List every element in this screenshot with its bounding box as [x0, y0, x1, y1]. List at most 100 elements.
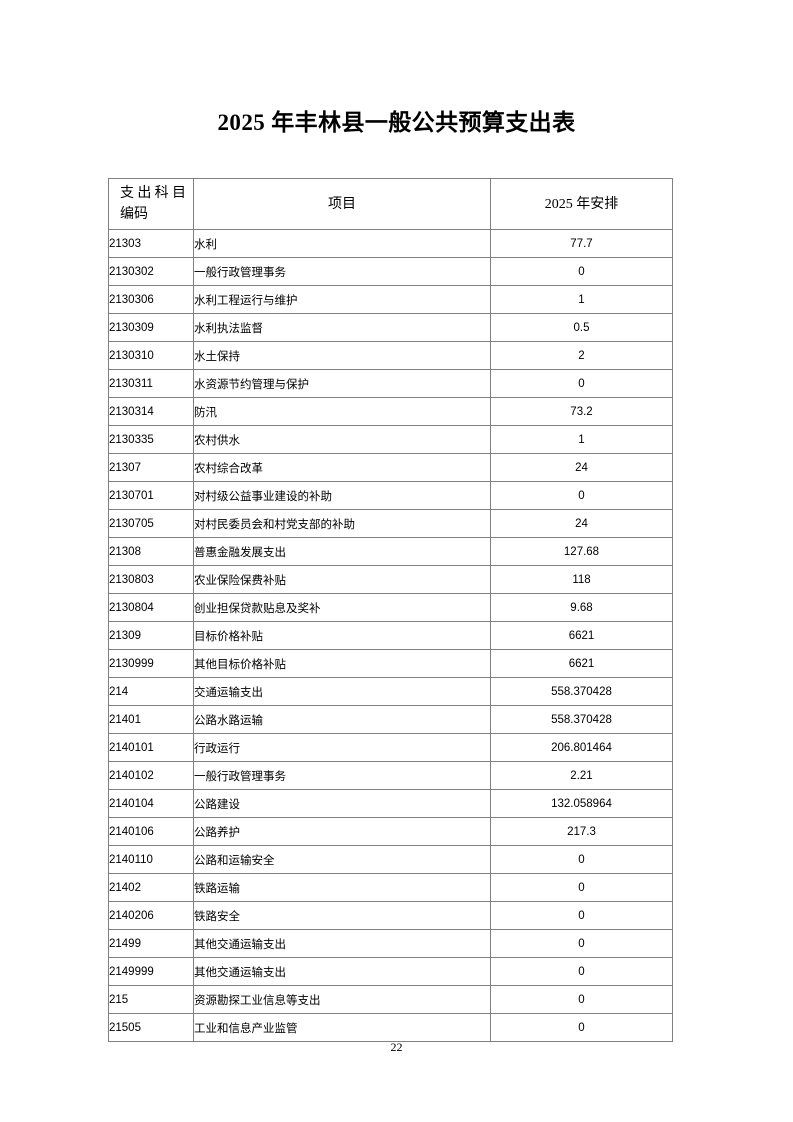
- table-row: 21303 水利 77.7: [108, 229, 673, 258]
- column-header-code-line1: 支出科目: [120, 186, 186, 201]
- cell-code: 2130705: [108, 509, 194, 538]
- cell-item: 防汛: [193, 397, 491, 426]
- cell-code: 2130314: [108, 397, 194, 426]
- cell-code: 2140102: [108, 761, 194, 790]
- cell-amount: 1: [490, 425, 673, 454]
- table-row: 21402 铁路运输 0: [108, 873, 673, 902]
- cell-code: 215: [108, 985, 194, 1014]
- cell-code: 21505: [108, 1013, 194, 1042]
- cell-amount: 206.801464: [490, 733, 673, 762]
- table-row: 2140110 公路和运输安全 0: [108, 845, 673, 874]
- table-row: 2130314 防汛 73.2: [108, 397, 673, 426]
- table-row: 2140206 铁路安全 0: [108, 901, 673, 930]
- cell-code: 2149999: [108, 957, 194, 986]
- cell-amount: 558.370428: [490, 705, 673, 734]
- table-row: 214 交通运输支出 558.370428: [108, 677, 673, 706]
- table-row: 2149999 其他交通运输支出 0: [108, 957, 673, 986]
- cell-item: 水利: [193, 229, 491, 258]
- cell-item: 资源勘探工业信息等支出: [193, 985, 491, 1014]
- cell-amount: 2.21: [490, 761, 673, 790]
- cell-amount: 0: [490, 257, 673, 286]
- cell-item: 目标价格补贴: [193, 621, 491, 650]
- cell-code: 21401: [108, 705, 194, 734]
- cell-item: 水利工程运行与维护: [193, 285, 491, 314]
- cell-item: 公路水路运输: [193, 705, 491, 734]
- cell-amount: 0: [490, 901, 673, 930]
- cell-item: 农村供水: [193, 425, 491, 454]
- cell-item: 对村民委员会和村党支部的补助: [193, 509, 491, 538]
- cell-code: 2130309: [108, 313, 194, 342]
- cell-amount: 558.370428: [490, 677, 673, 706]
- cell-code: 21499: [108, 929, 194, 958]
- cell-code: 2130310: [108, 341, 194, 370]
- cell-item: 水土保持: [193, 341, 491, 370]
- table-row: 2130705 对村民委员会和村党支部的补助 24: [108, 509, 673, 538]
- table-row: 2130335 农村供水 1: [108, 425, 673, 454]
- cell-item: 对村级公益事业建设的补助: [193, 481, 491, 510]
- cell-amount: 9.68: [490, 593, 673, 622]
- cell-item: 农村综合改革: [193, 453, 491, 482]
- cell-amount: 132.058964: [490, 789, 673, 818]
- cell-code: 2130804: [108, 593, 194, 622]
- cell-item: 普惠金融发展支出: [193, 537, 491, 566]
- budget-expenditure-table: 支出科目 编码 项目 2025 年安排 21303 水利 77.7 2130302 一般…: [108, 178, 673, 1042]
- cell-amount: 0: [490, 873, 673, 902]
- table-row: 2130310 水土保持 2: [108, 341, 673, 370]
- table-row: 2140101 行政运行 206.801464: [108, 733, 673, 762]
- table-row: 2140106 公路养护 217.3: [108, 817, 673, 846]
- cell-item: 铁路安全: [193, 901, 491, 930]
- cell-item: 水资源节约管理与保护: [193, 369, 491, 398]
- cell-code: 2130306: [108, 285, 194, 314]
- cell-item: 公路建设: [193, 789, 491, 818]
- cell-amount: 6621: [490, 621, 673, 650]
- cell-code: 2130701: [108, 481, 194, 510]
- table-row: 21308 普惠金融发展支出 127.68: [108, 537, 673, 566]
- cell-amount: 127.68: [490, 537, 673, 566]
- table-header: 支出科目 编码 项目 2025 年安排: [108, 178, 673, 230]
- cell-code: 2140110: [108, 845, 194, 874]
- table-row: 2130311 水资源节约管理与保护 0: [108, 369, 673, 398]
- table-row: 2130804 创业担保贷款贴息及奖补 9.68: [108, 593, 673, 622]
- cell-code: 2130803: [108, 565, 194, 594]
- cell-code: 2140104: [108, 789, 194, 818]
- cell-code: 2140106: [108, 817, 194, 846]
- table-row: 2130309 水利执法监督 0.5: [108, 313, 673, 342]
- cell-amount: 24: [490, 453, 673, 482]
- table-row: 21307 农村综合改革 24: [108, 453, 673, 482]
- cell-item: 其他交通运输支出: [193, 929, 491, 958]
- cell-code: 214: [108, 677, 194, 706]
- cell-amount: 0: [490, 929, 673, 958]
- table-row: 2130302 一般行政管理事务 0: [108, 257, 673, 286]
- cell-amount: 73.2: [490, 397, 673, 426]
- cell-amount: 0: [490, 481, 673, 510]
- cell-item: 其他目标价格补贴: [193, 649, 491, 678]
- cell-code: 21309: [108, 621, 194, 650]
- column-header-code: 支出科目 编码: [108, 178, 194, 230]
- cell-amount: 24: [490, 509, 673, 538]
- cell-amount: 0: [490, 369, 673, 398]
- cell-amount: 2: [490, 341, 673, 370]
- cell-amount: 1: [490, 285, 673, 314]
- column-header-item: 项目: [193, 178, 491, 230]
- cell-amount: 217.3: [490, 817, 673, 846]
- table-row: 2140104 公路建设 132.058964: [108, 789, 673, 818]
- cell-code: 2140206: [108, 901, 194, 930]
- table-row: 2130803 农业保险保费补贴 118: [108, 565, 673, 594]
- cell-item: 一般行政管理事务: [193, 257, 491, 286]
- cell-item: 行政运行: [193, 733, 491, 762]
- cell-item: 公路养护: [193, 817, 491, 846]
- cell-item: 水利执法监督: [193, 313, 491, 342]
- table-row: 2130701 对村级公益事业建设的补助 0: [108, 481, 673, 510]
- table-body: 21303 水利 77.7 2130302 一般行政管理事务 0 2130306 水利工程运行…: [108, 229, 673, 1042]
- table-row: 215 资源勘探工业信息等支出 0: [108, 985, 673, 1014]
- cell-code: 2130311: [108, 369, 194, 398]
- cell-item: 交通运输支出: [193, 677, 491, 706]
- cell-item: 铁路运输: [193, 873, 491, 902]
- column-header-amount: 2025 年安排: [490, 178, 673, 230]
- cell-amount: 0: [490, 845, 673, 874]
- table-row: 21309 目标价格补贴 6621: [108, 621, 673, 650]
- cell-code: 21402: [108, 873, 194, 902]
- cell-amount: 118: [490, 565, 673, 594]
- cell-code: 2130335: [108, 425, 194, 454]
